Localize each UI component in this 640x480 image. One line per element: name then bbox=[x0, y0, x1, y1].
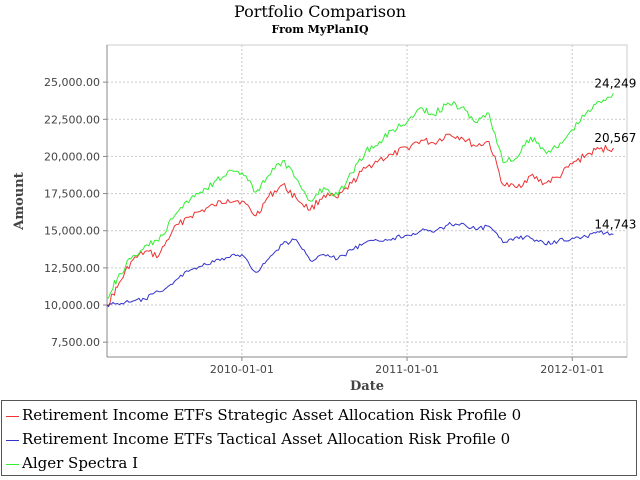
chart-title: Portfolio Comparison bbox=[234, 2, 406, 21]
series-lines bbox=[106, 93, 614, 308]
legend-label-alger: Alger Spectra I bbox=[22, 454, 139, 472]
series-end-label-2: 14,743 bbox=[594, 218, 636, 232]
x-tick-label: 2010-01-01 bbox=[210, 363, 274, 376]
x-tick-label: 2012-01-01 bbox=[540, 363, 604, 376]
series-line-2 bbox=[106, 222, 614, 308]
plot-area bbox=[106, 44, 628, 358]
y-tick-label: 7,500.00 bbox=[51, 336, 100, 349]
x-tick-label: 2011-01-01 bbox=[375, 363, 439, 376]
line-chart: Portfolio Comparison From MyPlanIQ 7,500… bbox=[12, 2, 636, 394]
series-line-1 bbox=[106, 133, 614, 306]
x-axis-label: Date bbox=[350, 379, 384, 394]
series-line-3 bbox=[106, 93, 614, 299]
y-axis-label: Amount bbox=[12, 172, 27, 230]
y-tick-label: 25,000.00 bbox=[44, 76, 100, 89]
legend-swatch-tactical bbox=[6, 439, 19, 441]
series-end-label-3: 24,249 bbox=[594, 76, 636, 90]
legend-label-strategic: Retirement Income ETFs Strategic Asset A… bbox=[22, 406, 522, 424]
y-tick-label: 10,000.00 bbox=[44, 299, 100, 312]
legend-item-tactical: Retirement Income ETFs Tactical Asset Al… bbox=[6, 428, 510, 450]
legend-item-alger: Alger Spectra I bbox=[6, 452, 138, 474]
grid-lines bbox=[107, 45, 627, 357]
chart-subtitle: From MyPlanIQ bbox=[271, 23, 369, 36]
legend-swatch-alger bbox=[6, 463, 19, 465]
series-end-label-1: 20,567 bbox=[594, 131, 636, 145]
legend-swatch-strategic bbox=[6, 415, 19, 417]
chart-legend: Retirement Income ETFs Strategic Asset A… bbox=[1, 400, 637, 476]
legend-item-strategic: Retirement Income ETFs Strategic Asset A… bbox=[6, 404, 521, 426]
y-tick-label: 15,000.00 bbox=[44, 225, 100, 238]
axes: 7,500.00 10,000.00 12,500.00 15,000.00 17,50… bbox=[44, 45, 627, 376]
y-tick-label: 17,500.00 bbox=[44, 188, 100, 201]
y-tick-label: 20,000.00 bbox=[44, 150, 100, 163]
y-tick-label: 12,500.00 bbox=[44, 262, 100, 275]
end-labels: 20,567 14,743 24,249 bbox=[594, 76, 636, 231]
legend-label-tactical: Retirement Income ETFs Tactical Asset Al… bbox=[22, 430, 511, 448]
y-tick-label: 22,500.00 bbox=[44, 113, 100, 126]
